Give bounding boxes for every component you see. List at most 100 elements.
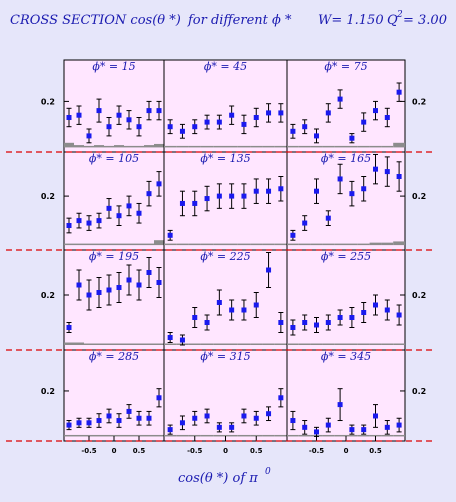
data-point — [290, 232, 296, 238]
sys-bar — [154, 343, 164, 345]
data-point — [302, 424, 308, 430]
sys-bar — [154, 434, 164, 437]
data-point — [373, 413, 378, 419]
sys-bar — [164, 434, 177, 437]
sys-bar — [124, 145, 134, 148]
sys-bar — [225, 145, 238, 148]
sys-bar — [213, 145, 226, 148]
data-point — [241, 121, 247, 127]
panel: ϕ* = 255 0.2 — [286, 249, 426, 351]
panel-label: ϕ* = 15 — [92, 60, 135, 73]
sys-bar — [393, 142, 405, 148]
panel-label: ϕ* = 315 — [200, 350, 250, 363]
sys-bar — [262, 434, 275, 437]
data-point — [216, 193, 222, 199]
title-q-sup: 2 — [396, 10, 403, 20]
data-point — [241, 193, 247, 199]
data-point — [253, 302, 259, 308]
data-point — [66, 115, 72, 120]
x-tick-label: 0 — [112, 447, 117, 455]
data-point — [325, 320, 331, 325]
panel-label: ϕ* = 165 — [321, 152, 371, 165]
y-tick-label: 0.2 — [412, 387, 426, 396]
sys-bar — [164, 343, 177, 345]
sys-bar — [213, 434, 226, 437]
sys-bar — [176, 243, 189, 246]
data-point — [266, 110, 272, 116]
panel: ϕ* = 165 0.2 — [286, 151, 426, 251]
data-point — [192, 415, 198, 421]
sys-bar — [164, 243, 177, 246]
sys-bar — [144, 343, 154, 345]
sys-bar — [188, 243, 201, 246]
panel-label: ϕ* = 255 — [321, 250, 371, 263]
sys-bar — [310, 145, 323, 148]
data-point — [116, 112, 122, 118]
sys-bar — [64, 434, 74, 437]
x-tick-label: 0.5 — [369, 447, 382, 455]
data-point — [156, 395, 162, 401]
data-point — [156, 280, 162, 285]
sys-bar — [346, 343, 358, 345]
sys-bar — [287, 243, 299, 246]
sys-bar — [124, 434, 134, 437]
data-point — [167, 427, 173, 433]
data-point — [126, 203, 132, 209]
y-tick-label: 0.2 — [412, 291, 426, 300]
data-point — [76, 420, 82, 426]
x-axis-label-sup: 0 — [265, 467, 271, 477]
data-point — [253, 188, 259, 194]
sys-bar — [274, 243, 287, 246]
data-point — [192, 200, 198, 206]
panel: ϕ* = 75 0.2 — [286, 59, 426, 153]
data-point — [204, 413, 210, 419]
data-point — [106, 287, 112, 293]
sys-bar — [250, 243, 263, 246]
data-point — [216, 300, 222, 305]
sys-bar — [176, 434, 189, 437]
data-point — [396, 312, 402, 318]
sys-bar — [144, 243, 154, 246]
data-point — [278, 395, 284, 401]
panel: ϕ* = 45 — [163, 59, 288, 153]
panel-frame — [63, 349, 165, 442]
data-point — [204, 196, 210, 202]
data-point — [216, 424, 222, 430]
data-point — [337, 176, 343, 182]
sys-bar — [334, 343, 346, 345]
sys-bar — [381, 145, 394, 148]
sys-bar — [154, 240, 164, 246]
sys-bar — [287, 343, 299, 345]
sys-bar — [334, 434, 346, 437]
data-point — [204, 119, 210, 125]
data-point — [106, 205, 112, 211]
sys-bar — [250, 343, 263, 345]
sys-bar — [237, 343, 251, 345]
sys-bar — [369, 242, 382, 246]
data-point — [136, 210, 142, 216]
sys-bar — [74, 243, 84, 246]
sys-bar — [114, 243, 124, 246]
data-point — [229, 193, 235, 199]
data-point — [204, 320, 210, 325]
data-point — [325, 422, 331, 428]
data-point — [76, 218, 82, 224]
sys-bar — [369, 145, 382, 148]
data-point — [126, 117, 132, 123]
sys-bar — [84, 243, 94, 246]
data-point — [396, 89, 402, 95]
sys-bar — [381, 434, 394, 437]
sys-bar — [144, 145, 154, 148]
sys-bar — [298, 243, 311, 246]
sys-bar — [262, 145, 275, 148]
data-point — [325, 110, 331, 116]
sys-bar — [310, 343, 323, 345]
sys-bar — [237, 434, 251, 437]
data-point — [229, 307, 235, 313]
sys-bar — [334, 145, 346, 148]
data-point — [116, 285, 122, 290]
data-point — [384, 424, 390, 430]
data-point — [86, 220, 92, 226]
title-q-value: = 3.00 — [403, 13, 447, 28]
sys-bar — [250, 145, 263, 148]
